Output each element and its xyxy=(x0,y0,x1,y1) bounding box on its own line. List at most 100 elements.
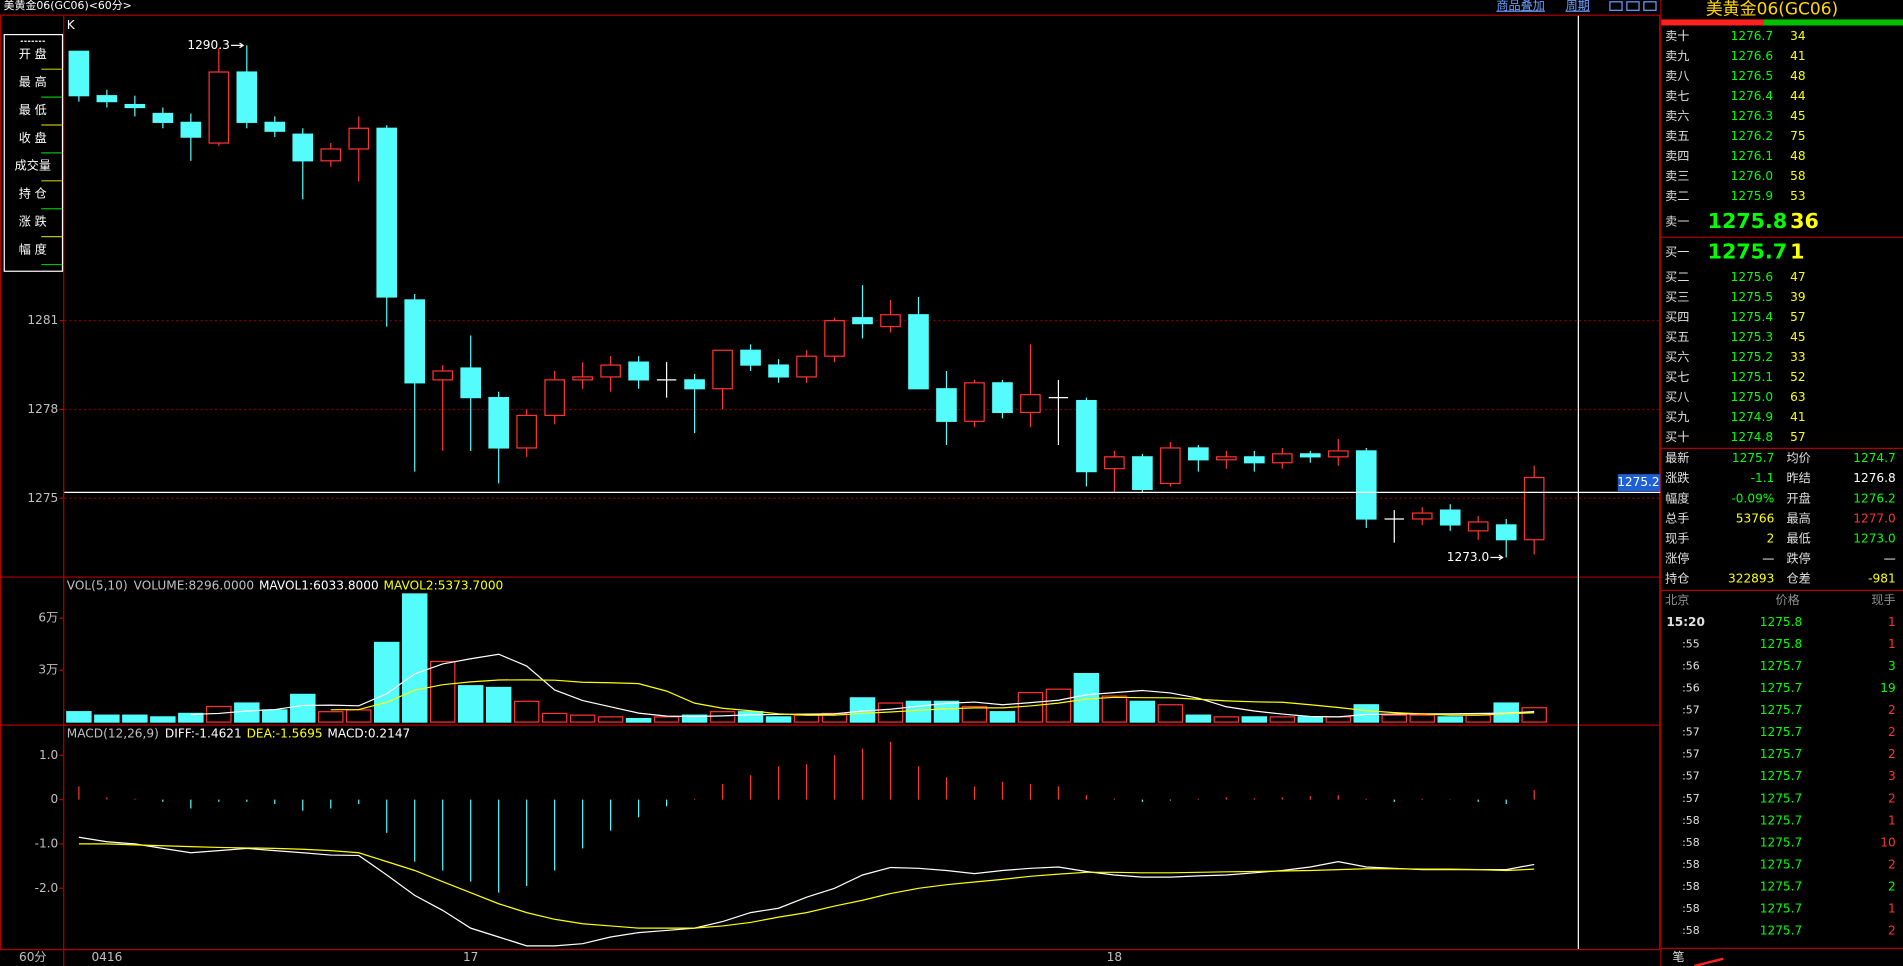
volume-bar xyxy=(485,686,512,723)
book-label: 买一 xyxy=(1665,245,1689,259)
book-label: 卖七 xyxy=(1665,89,1689,103)
candle-body xyxy=(152,112,174,123)
stat-value: 53766 xyxy=(1736,511,1775,525)
book-volume: 39 xyxy=(1790,290,1805,304)
candle-body xyxy=(572,376,593,381)
volume-bar xyxy=(262,709,288,723)
info-label: 开 盘 xyxy=(19,46,47,61)
stat-label: 幅度 xyxy=(1665,490,1689,505)
tick-volume: 1 xyxy=(1888,901,1896,915)
candle-body xyxy=(768,364,789,378)
stat-value: 1276.8 xyxy=(1853,471,1895,485)
nav-icons[interactable] xyxy=(1609,1,1657,11)
book-price: 1274.9 xyxy=(1731,410,1773,424)
candle-body xyxy=(1216,456,1237,461)
volume-bar xyxy=(1409,714,1435,723)
book-label: 买四 xyxy=(1665,310,1689,324)
extreme-arrowhead xyxy=(239,42,245,49)
info-label: 涨 跌 xyxy=(19,214,47,229)
book-price: 1274.8 xyxy=(1731,430,1773,444)
volume-bar xyxy=(318,711,344,723)
volume-bar xyxy=(569,714,596,723)
nav-icon[interactable] xyxy=(1643,1,1657,11)
volume-bar xyxy=(1213,716,1240,723)
indicator-line xyxy=(190,653,1535,718)
legend-entry: MAVOL1:6033.8000 xyxy=(259,579,379,593)
tick-volume: 2 xyxy=(1888,747,1896,761)
extreme-label: 1273.0 xyxy=(1447,550,1489,564)
tick-volume: 10 xyxy=(1880,835,1895,849)
book-label: 卖八 xyxy=(1665,69,1689,83)
nav-icon[interactable] xyxy=(1626,1,1640,11)
book-label: 买三 xyxy=(1665,290,1689,304)
book-price: 1275.2 xyxy=(1731,350,1773,364)
tick-time: :56 xyxy=(1682,660,1700,673)
period-button[interactable]: 周期 xyxy=(1566,0,1590,13)
pane-title: MACD(12,26,9) xyxy=(67,727,159,741)
tick-time: :57 xyxy=(1682,770,1700,783)
book-price: 1276.4 xyxy=(1731,89,1774,103)
book-price: 1275.3 xyxy=(1731,330,1773,344)
candle-body xyxy=(68,50,90,97)
volume-bar xyxy=(961,705,988,723)
candle-body xyxy=(432,370,454,381)
volume-bar xyxy=(513,700,540,723)
stat-value: -0.09% xyxy=(1731,491,1774,505)
book-label: 卖九 xyxy=(1665,49,1689,63)
tick-price: 1275.7 xyxy=(1760,747,1802,761)
candle-body xyxy=(488,397,510,449)
book-volume: 48 xyxy=(1790,69,1805,83)
volume-bar xyxy=(401,593,428,723)
candle-body xyxy=(516,414,537,449)
book-label: 卖五 xyxy=(1665,129,1689,143)
nav-icon[interactable] xyxy=(1609,1,1623,11)
candle-body xyxy=(740,349,761,366)
stat-value: 1277.0 xyxy=(1853,511,1895,525)
volume-bar xyxy=(653,716,680,723)
volume-bar xyxy=(1185,714,1212,723)
tick-time: :58 xyxy=(1682,880,1700,893)
volume-bar xyxy=(290,693,316,723)
book-volume: 52 xyxy=(1790,370,1805,384)
pane-title: VOL(5,10) xyxy=(67,579,128,593)
volume-bar xyxy=(1157,704,1184,723)
book-volume: 41 xyxy=(1790,410,1805,424)
candle-body xyxy=(96,95,118,103)
candle-body xyxy=(1523,476,1545,541)
tick-price: 1275.8 xyxy=(1760,637,1802,651)
candle-body xyxy=(1355,450,1377,520)
book-label: 买七 xyxy=(1665,370,1689,384)
volume-bar xyxy=(94,714,120,723)
tick-volume: 2 xyxy=(1888,791,1896,805)
stat-label: 最新 xyxy=(1665,450,1689,465)
overlay-button[interactable]: 商品叠加 xyxy=(1496,0,1545,13)
ticks-header: 北京 xyxy=(1665,593,1689,607)
book-volume: 44 xyxy=(1790,89,1806,103)
tick-price: 1275.7 xyxy=(1760,835,1802,849)
y-tick-label: 1275 xyxy=(27,491,58,505)
book-price: 1276.6 xyxy=(1731,49,1773,63)
book-label: 卖四 xyxy=(1665,149,1689,163)
tick-volume: 1 xyxy=(1888,615,1896,629)
volume-bar xyxy=(1101,695,1128,723)
y-tick-label: 1.0 xyxy=(39,748,58,762)
book-price: 1276.2 xyxy=(1731,129,1773,143)
volume-bar xyxy=(234,702,260,723)
candle-body xyxy=(1132,456,1153,490)
tick-price: 1275.7 xyxy=(1760,923,1802,937)
volume-bar xyxy=(1073,672,1100,723)
stat-value: 1276.2 xyxy=(1853,491,1895,505)
stat-label: 跌停 xyxy=(1786,550,1810,565)
volume-bar xyxy=(1437,716,1463,723)
candle-body xyxy=(796,355,817,378)
volume-bar xyxy=(429,660,456,723)
book-volume: 53 xyxy=(1790,189,1805,203)
candle-body xyxy=(1327,450,1349,458)
candle-body xyxy=(1020,394,1041,414)
book-volume: 34 xyxy=(1790,29,1806,43)
legend-entry: DEA:-1.5695 xyxy=(247,727,323,741)
stat-label: 涨跌 xyxy=(1665,470,1689,485)
volume-bar xyxy=(373,641,400,723)
candle-body xyxy=(208,71,230,144)
tick-time: :57 xyxy=(1682,726,1700,739)
